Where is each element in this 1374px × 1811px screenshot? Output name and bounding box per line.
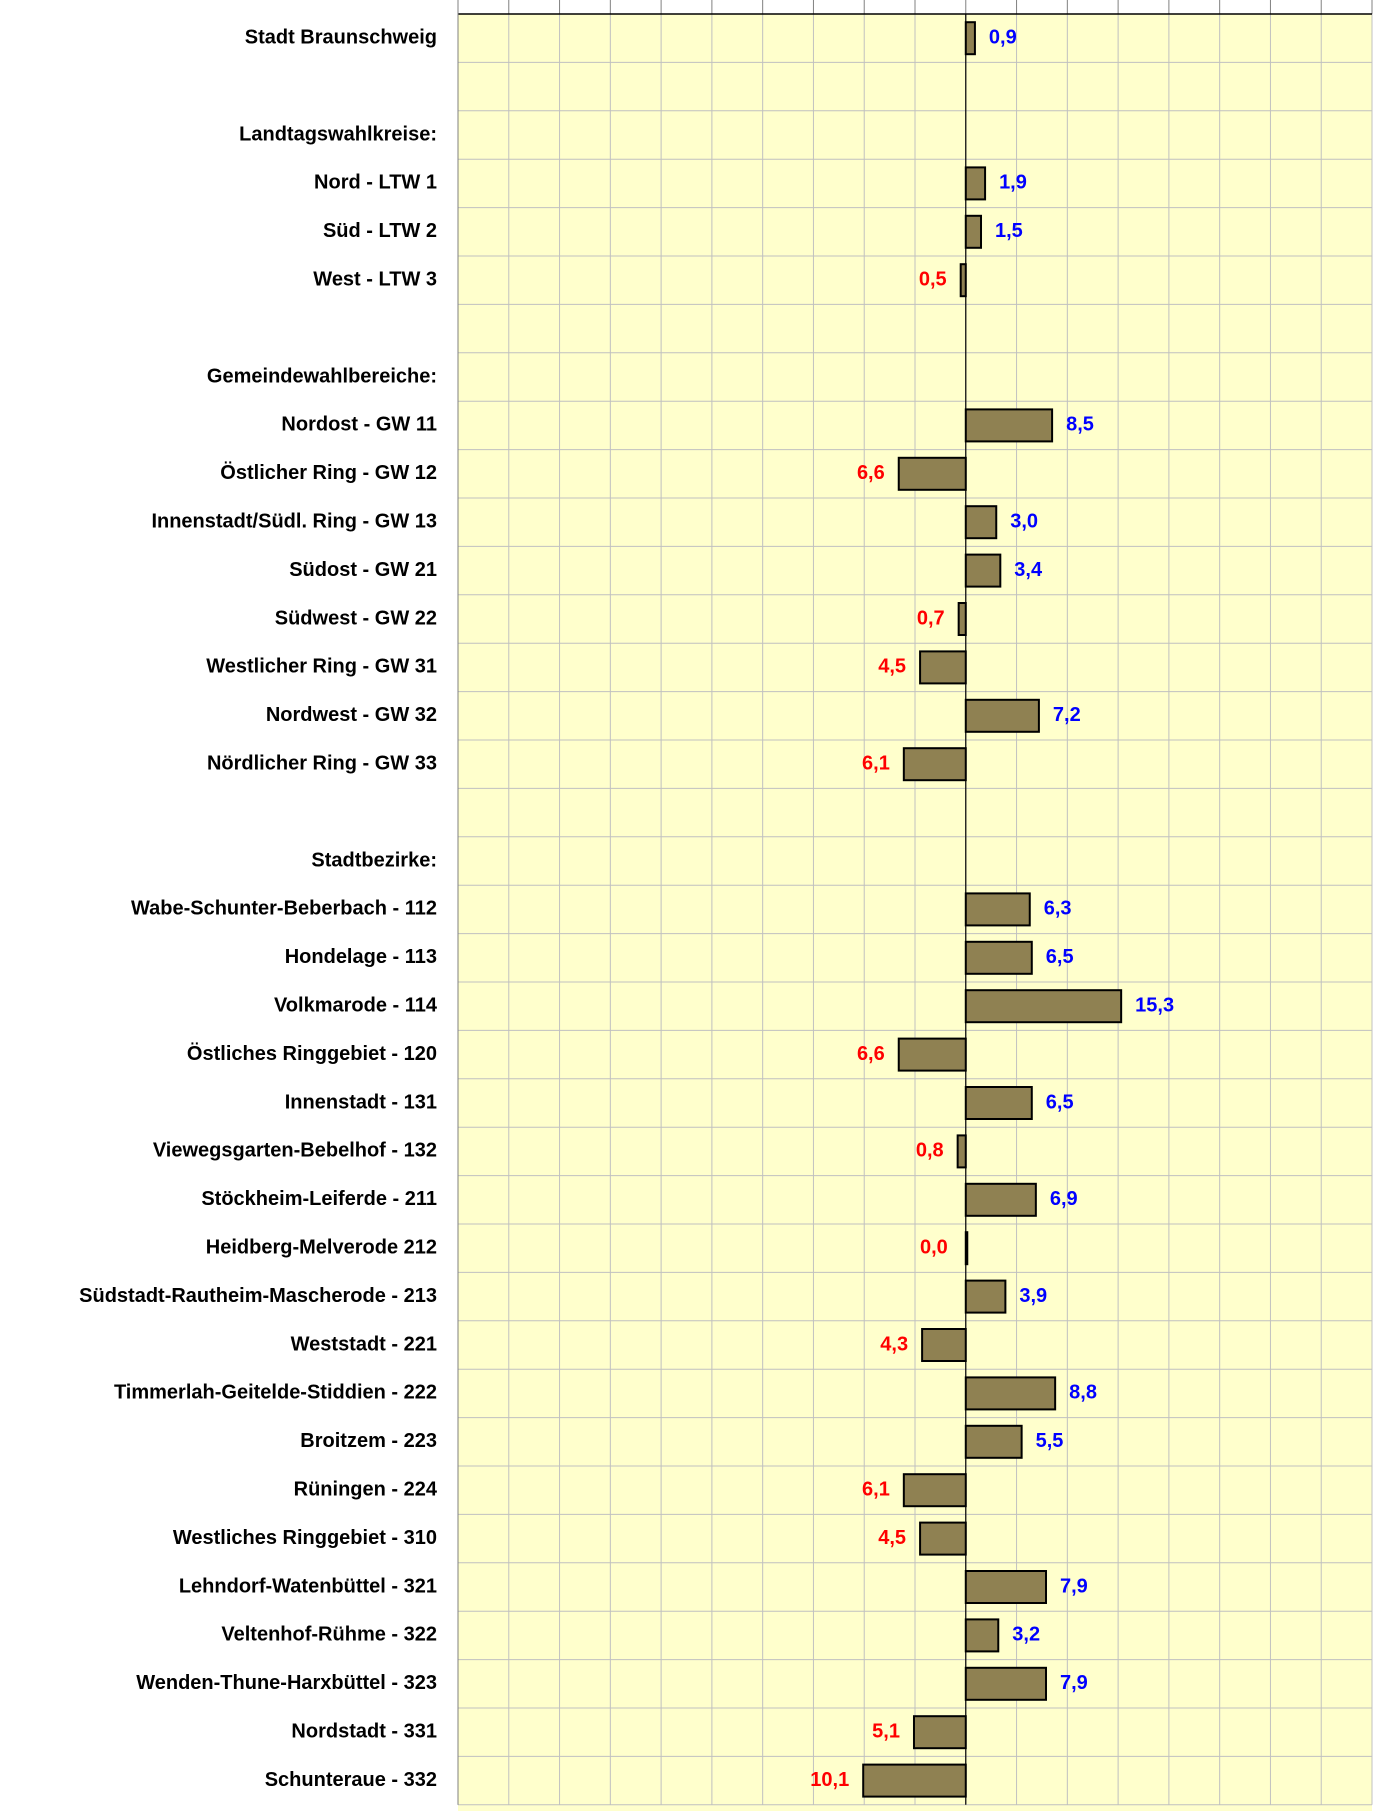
bar (964, 214, 983, 249)
value-label: 8,8 (1069, 1382, 1097, 1404)
category-label: Innenstadt/Südl. Ring - GW 13 (151, 510, 437, 532)
bar (902, 747, 967, 782)
category-label: Nordwest - GW 32 (266, 704, 437, 726)
category-label: Rüningen - 224 (294, 1478, 438, 1500)
value-label: 6,5 (1046, 1091, 1074, 1113)
value-label: 7,9 (1060, 1575, 1088, 1597)
value-label: 3,0 (1010, 510, 1038, 532)
bar (956, 1134, 967, 1169)
value-label: 0,8 (916, 1140, 944, 1162)
category-label: Stadtbezirke: (311, 849, 437, 871)
category-label: Lehndorf-Watenbüttel - 321 (179, 1575, 437, 1597)
category-label: Weststadt - 221 (291, 1333, 437, 1355)
bar (919, 650, 967, 685)
value-label: 3,4 (1014, 559, 1043, 581)
value-label: 6,3 (1044, 898, 1072, 920)
value-label: 7,9 (1060, 1672, 1088, 1694)
value-label: 4,5 (878, 656, 906, 678)
bar (964, 1086, 1033, 1120)
value-label: 8,5 (1066, 414, 1094, 436)
category-label: Nord - LTW 1 (314, 172, 437, 194)
value-label: 0,9 (989, 26, 1017, 48)
value-label: 6,9 (1050, 1188, 1078, 1210)
bar (964, 21, 976, 56)
value-label: 6,5 (1046, 946, 1074, 968)
value-label: 1,5 (995, 220, 1023, 242)
value-label: 0,5 (919, 268, 947, 290)
value-label: 3,2 (1012, 1624, 1040, 1646)
value-label: 15,3 (1135, 994, 1174, 1016)
value-label: 6,6 (857, 462, 885, 484)
value-label: 6,6 (857, 1043, 885, 1065)
bar (964, 1570, 1048, 1604)
category-label: Hondelage - 113 (285, 946, 437, 968)
category-label: Wenden-Thune-Harxbüttel - 323 (136, 1672, 437, 1694)
category-label: Veltenhof-Rühme - 322 (221, 1624, 437, 1646)
bar (964, 1182, 1037, 1217)
category-label: Östliches Ringgebiet - 120 (187, 1042, 437, 1065)
category-label: West - LTW 3 (313, 268, 437, 290)
bar (964, 505, 998, 540)
category-label: Süd - LTW 2 (323, 220, 437, 242)
category-label: Timmerlah-Geitelde-Stiddien - 222 (114, 1382, 437, 1404)
bar (919, 1521, 967, 1556)
bar (959, 263, 967, 298)
value-label: 10,1 (810, 1769, 849, 1791)
bar (964, 1376, 1057, 1411)
bar (964, 1666, 1048, 1701)
value-label: 5,5 (1036, 1430, 1064, 1452)
category-label: Südost - GW 21 (289, 559, 437, 581)
bar (964, 166, 987, 201)
value-label: 1,9 (999, 172, 1027, 194)
bar (964, 989, 1123, 1024)
bar (964, 1279, 1007, 1314)
bar (897, 1037, 967, 1072)
bar (862, 1763, 967, 1798)
value-label: 6,1 (862, 752, 890, 774)
category-label: Landtagswahlkreise: (239, 123, 437, 145)
category-label: Viewegsgarten-Bebelhof - 132 (153, 1140, 437, 1162)
category-label: Volkmarode - 114 (274, 994, 438, 1016)
bar (964, 698, 1040, 733)
category-label: Schunteraue - 332 (265, 1769, 437, 1791)
category-label: Nördlicher Ring - GW 33 (207, 752, 437, 774)
bar (964, 892, 1031, 927)
bar (964, 553, 1002, 588)
category-label: Innenstadt - 131 (285, 1091, 437, 1113)
bar (964, 1618, 1000, 1653)
bar (897, 456, 967, 491)
category-label: Nordost - GW 11 (281, 414, 437, 436)
category-label: Östlicher Ring - GW 12 (220, 461, 437, 484)
value-label: 0,7 (917, 607, 945, 629)
category-label: Südwest - GW 22 (275, 607, 437, 629)
category-label: Nordstadt - 331 (291, 1720, 437, 1742)
bar (957, 602, 967, 636)
bar (964, 1424, 1023, 1459)
category-label: Heidberg-Melverode 212 (206, 1236, 437, 1258)
category-label: Stadt Braunschweig (245, 26, 437, 48)
category-label: Wabe-Schunter-Beberbach - 112 (131, 898, 437, 920)
value-label: 0,0 (920, 1236, 948, 1258)
category-label: Broitzem - 223 (300, 1430, 437, 1452)
bar (921, 1328, 967, 1362)
value-label: 6,1 (862, 1478, 890, 1500)
category-label: Südstadt-Rautheim-Mascherode - 213 (79, 1285, 437, 1307)
value-label: 7,2 (1053, 704, 1081, 726)
value-label: 4,5 (878, 1527, 906, 1549)
bar (902, 1473, 967, 1508)
category-label: Westliches Ringgebiet - 310 (173, 1527, 437, 1549)
value-label: 4,3 (880, 1333, 908, 1355)
bar (964, 408, 1054, 443)
category-label: Gemeindewahlbereiche: (207, 365, 437, 387)
bar (964, 940, 1033, 975)
bar (912, 1715, 967, 1750)
bar (964, 1231, 969, 1266)
value-label: 5,1 (872, 1720, 900, 1742)
category-label: Westlicher Ring - GW 31 (206, 656, 437, 678)
value-label: 3,9 (1019, 1285, 1047, 1307)
category-label: Stöckheim-Leiferde - 211 (201, 1188, 437, 1210)
